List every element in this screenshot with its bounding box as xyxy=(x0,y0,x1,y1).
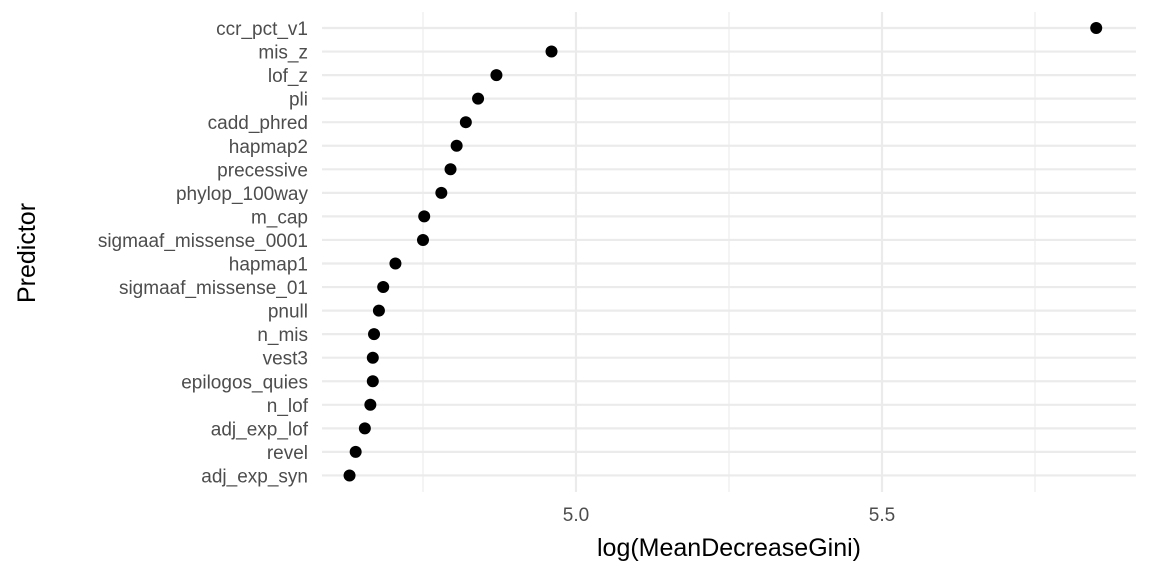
point-precessive xyxy=(444,163,457,176)
point-adj_exp_syn xyxy=(343,469,356,482)
point-revel xyxy=(349,445,362,458)
y-tick-label: sigmaaf_missense_0001 xyxy=(98,231,308,252)
x-axis-title: log(MeanDecreaseGini) xyxy=(597,534,861,562)
y-tick-label: m_cap xyxy=(251,207,308,228)
point-m_cap xyxy=(418,210,431,223)
y-tick-label: precessive xyxy=(217,160,308,181)
x-axis-labels: 5.0 5.5 xyxy=(563,505,895,526)
point-sigmaaf_missense_01 xyxy=(377,281,390,294)
point-lof_z xyxy=(490,69,503,82)
y-tick-label: phylop_100way xyxy=(176,184,309,205)
y-tick-label: n_lof xyxy=(267,396,309,417)
y-axis-title: Predictor xyxy=(13,203,41,303)
y-tick-label: hapmap1 xyxy=(229,255,308,276)
point-vest3 xyxy=(366,351,379,364)
y-tick-label: pli xyxy=(289,90,308,111)
point-n_lof xyxy=(364,398,377,411)
point-phylop_100way xyxy=(435,186,448,199)
y-tick-label: sigmaaf_missense_01 xyxy=(119,278,308,299)
point-hapmap1 xyxy=(389,257,402,270)
point-adj_exp_lof xyxy=(358,422,371,435)
point-pli xyxy=(472,92,485,105)
y-tick-label: cadd_phred xyxy=(208,113,308,134)
y-tick-label: n_mis xyxy=(257,325,308,346)
grid-major xyxy=(322,12,1136,492)
point-sigmaaf_missense_0001 xyxy=(416,233,429,246)
point-ccr_pct_v1 xyxy=(1090,22,1103,34)
point-hapmap2 xyxy=(450,139,463,152)
x-tick-label: 5.5 xyxy=(869,505,895,526)
point-mis_z xyxy=(545,45,558,58)
y-tick-label: adj_exp_syn xyxy=(201,466,308,487)
y-tick-label: lof_z xyxy=(268,66,308,87)
data-points xyxy=(343,22,1103,482)
y-tick-label: ccr_pct_v1 xyxy=(216,19,308,40)
y-tick-label: hapmap2 xyxy=(229,137,308,158)
y-tick-label: epilogos_quies xyxy=(181,372,308,393)
x-tick-label: 5.0 xyxy=(563,505,589,526)
y-tick-label: revel xyxy=(267,443,308,464)
y-tick-label: adj_exp_lof xyxy=(211,419,309,440)
point-pnull xyxy=(372,304,385,317)
point-epilogos_quies xyxy=(366,375,379,388)
point-n_mis xyxy=(368,328,381,341)
grid-minor xyxy=(422,12,1036,492)
y-tick-label: pnull xyxy=(268,302,308,323)
point-cadd_phred xyxy=(459,116,472,129)
y-tick-label: mis_z xyxy=(258,43,308,64)
y-tick-label: vest3 xyxy=(263,349,308,370)
